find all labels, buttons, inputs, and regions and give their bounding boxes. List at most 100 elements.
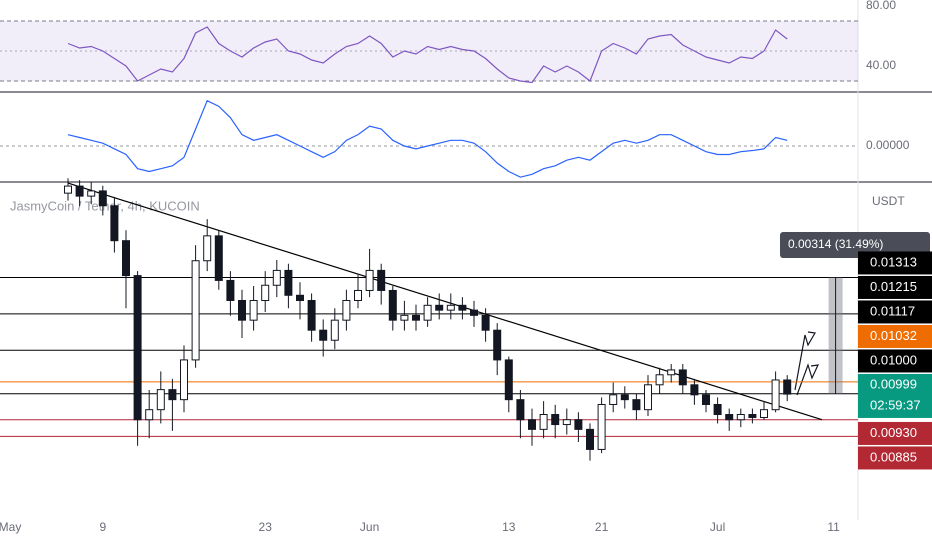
level-label: 0.01313: [870, 254, 917, 269]
candle-body: [377, 269, 386, 291]
candle-body: [597, 403, 606, 450]
level-label: 0.01117: [870, 303, 915, 318]
candle-body: [110, 205, 119, 242]
candle-body: [783, 379, 792, 395]
candle-body: [771, 379, 780, 411]
last-price-tag: [858, 373, 932, 418]
candle-body: [412, 314, 420, 321]
level-label: 0.01032: [870, 328, 917, 343]
candle-body: [122, 240, 130, 277]
level-tag: [858, 251, 932, 275]
rsi-tick-label: 80.00: [866, 0, 896, 12]
candle-body: [493, 329, 502, 361]
trendline: [67, 182, 823, 421]
rsi-tick-label: 40.00: [866, 58, 896, 72]
candle-body: [133, 275, 142, 421]
candle-body: [98, 190, 107, 207]
candle-body: [365, 269, 374, 291]
candle-body: [354, 289, 362, 301]
candle-body: [609, 394, 618, 405]
candle-body: [261, 284, 270, 301]
candle-body: [760, 409, 768, 418]
candle-body: [168, 389, 177, 401]
candle-body: [574, 419, 583, 430]
candle-body: [214, 235, 223, 281]
rsi-band: [0, 21, 858, 81]
macd-tick-label: 0.00000: [866, 138, 910, 152]
candle-body: [713, 403, 722, 416]
candle-body: [516, 399, 525, 421]
candle-body: [296, 294, 304, 301]
projection-arrow: [794, 331, 816, 391]
candle-body: [249, 299, 258, 321]
candle-body: [203, 235, 212, 262]
candle-body: [748, 414, 757, 418]
candle-body: [87, 190, 96, 197]
candle-body: [736, 414, 745, 421]
level-tag: [858, 421, 932, 445]
rsi-line: [67, 26, 788, 84]
candle-body: [667, 369, 676, 376]
candle-body: [620, 394, 629, 401]
candle-body: [551, 414, 560, 426]
candle-body: [678, 369, 687, 386]
level-tag: [858, 349, 932, 373]
last-price-label: 0.00999: [870, 376, 917, 391]
countdown-label: 02:59:37: [870, 397, 921, 412]
level-label: 0.01215: [870, 279, 917, 294]
candle-body: [238, 299, 246, 321]
level-label: 0.00930: [870, 425, 917, 440]
candle-body: [481, 314, 490, 331]
candle-body: [319, 329, 328, 341]
candle-body: [702, 394, 710, 405]
x-tick-label: May: [0, 520, 21, 534]
candle-body: [307, 299, 316, 331]
candle-body: [528, 419, 536, 430]
x-tick-label: Jun: [360, 520, 379, 534]
level-tag: [858, 300, 932, 324]
x-tick-label: Jul: [710, 520, 725, 534]
level-label: 0.00885: [870, 449, 917, 464]
candle-body: [690, 384, 699, 396]
x-tick-label: 9: [99, 520, 106, 534]
candle-body: [435, 304, 444, 311]
candle-body: [191, 260, 200, 361]
candle-body: [504, 359, 513, 401]
candle-body: [562, 419, 571, 426]
candle-body: [655, 374, 664, 386]
candle-body: [725, 414, 734, 421]
currency-label: USDT: [872, 194, 905, 208]
x-tick-label: 21: [595, 520, 609, 534]
candle-body: [272, 269, 281, 286]
candle-body: [284, 269, 293, 296]
candle-body: [75, 185, 84, 197]
measure-label: 0.00314 (31.49%): [788, 237, 883, 251]
level-tag: [858, 324, 932, 348]
candle-body: [446, 304, 455, 311]
projection-arrow: [796, 363, 820, 396]
candle-body: [400, 314, 409, 321]
candle-body: [586, 428, 594, 450]
candle-body: [644, 384, 652, 411]
macd-line: [67, 99, 788, 178]
candle-body: [64, 185, 72, 194]
candle-body: [226, 279, 235, 301]
x-tick-label: 23: [259, 520, 273, 534]
candle-body: [470, 309, 478, 316]
candle-body: [423, 304, 432, 321]
x-tick-label: 11: [827, 520, 840, 534]
candle-body: [342, 299, 351, 321]
candle-body: [539, 414, 548, 430]
level-tag: [858, 275, 932, 299]
candle-body: [632, 399, 641, 411]
level-tag: [858, 446, 932, 470]
candle-body: [458, 304, 467, 311]
candle-body: [156, 389, 165, 411]
level-label: 0.01000: [870, 352, 917, 367]
candle-body: [145, 409, 154, 421]
candle-body: [180, 359, 188, 401]
candle-body: [330, 319, 339, 341]
candle-body: [388, 289, 397, 321]
